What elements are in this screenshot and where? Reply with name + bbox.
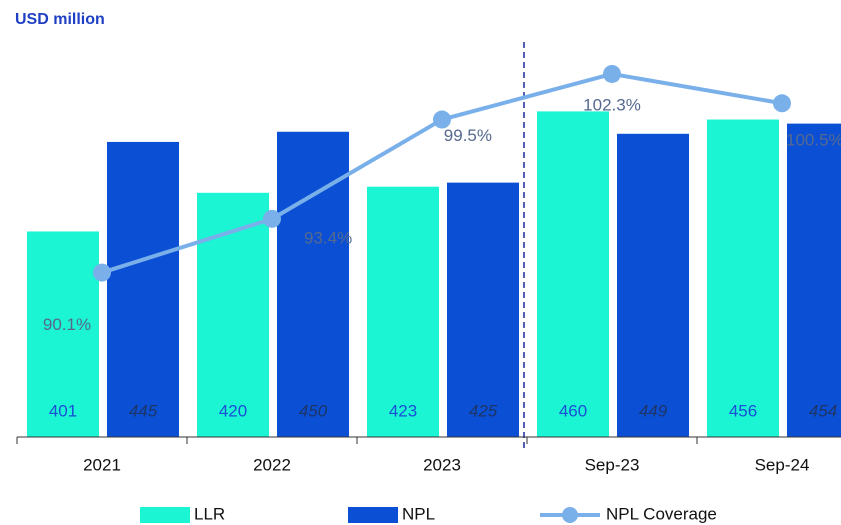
coverage-point	[773, 94, 791, 113]
bar-value-label: 445	[129, 401, 158, 420]
coverage-value-label: 90.1%	[43, 315, 91, 334]
bar-value-label: 401	[49, 401, 77, 420]
x-tick-label: Sep-23	[585, 455, 640, 474]
coverage-point	[93, 263, 111, 282]
bar	[27, 231, 99, 437]
coverage-value-label: 102.3%	[583, 95, 641, 114]
bar	[107, 141, 179, 438]
bar-value-label: 454	[809, 401, 837, 420]
bar-value-label: 423	[389, 401, 417, 420]
legend-label: LLR	[194, 504, 225, 523]
bar-value-label: 420	[219, 401, 247, 420]
bar-value-label: 456	[729, 401, 757, 420]
bar-value-label: 449	[639, 401, 668, 420]
x-tick-label: 2023	[423, 455, 461, 474]
coverage-value-label: 93.4%	[304, 228, 352, 247]
legend-label: NPL	[402, 504, 435, 523]
coverage-value-label: 99.5%	[444, 126, 492, 145]
bar	[707, 119, 779, 437]
x-tick-label: Sep-24	[755, 455, 810, 474]
legend-label: NPL Coverage	[606, 504, 717, 523]
x-tick-label: 2022	[253, 455, 291, 474]
legend-swatch	[348, 507, 398, 523]
x-tick-label: 2021	[83, 455, 121, 474]
coverage-value-label: 100.5%	[786, 131, 841, 150]
bar	[617, 133, 689, 437]
coverage-point	[263, 209, 281, 228]
bar-value-label: 450	[299, 401, 328, 420]
bar	[277, 131, 349, 437]
bar	[537, 111, 609, 438]
legend-swatch	[562, 507, 578, 523]
bar	[197, 192, 269, 437]
bar-value-label: 425	[469, 401, 498, 420]
coverage-point	[433, 110, 451, 129]
bar-value-label: 460	[559, 401, 587, 420]
legend-swatch	[140, 507, 190, 523]
coverage-point	[603, 64, 621, 83]
chart-subtitle: USD million	[15, 11, 105, 28]
bar	[367, 186, 439, 437]
bar	[447, 182, 519, 437]
bar	[787, 123, 841, 438]
